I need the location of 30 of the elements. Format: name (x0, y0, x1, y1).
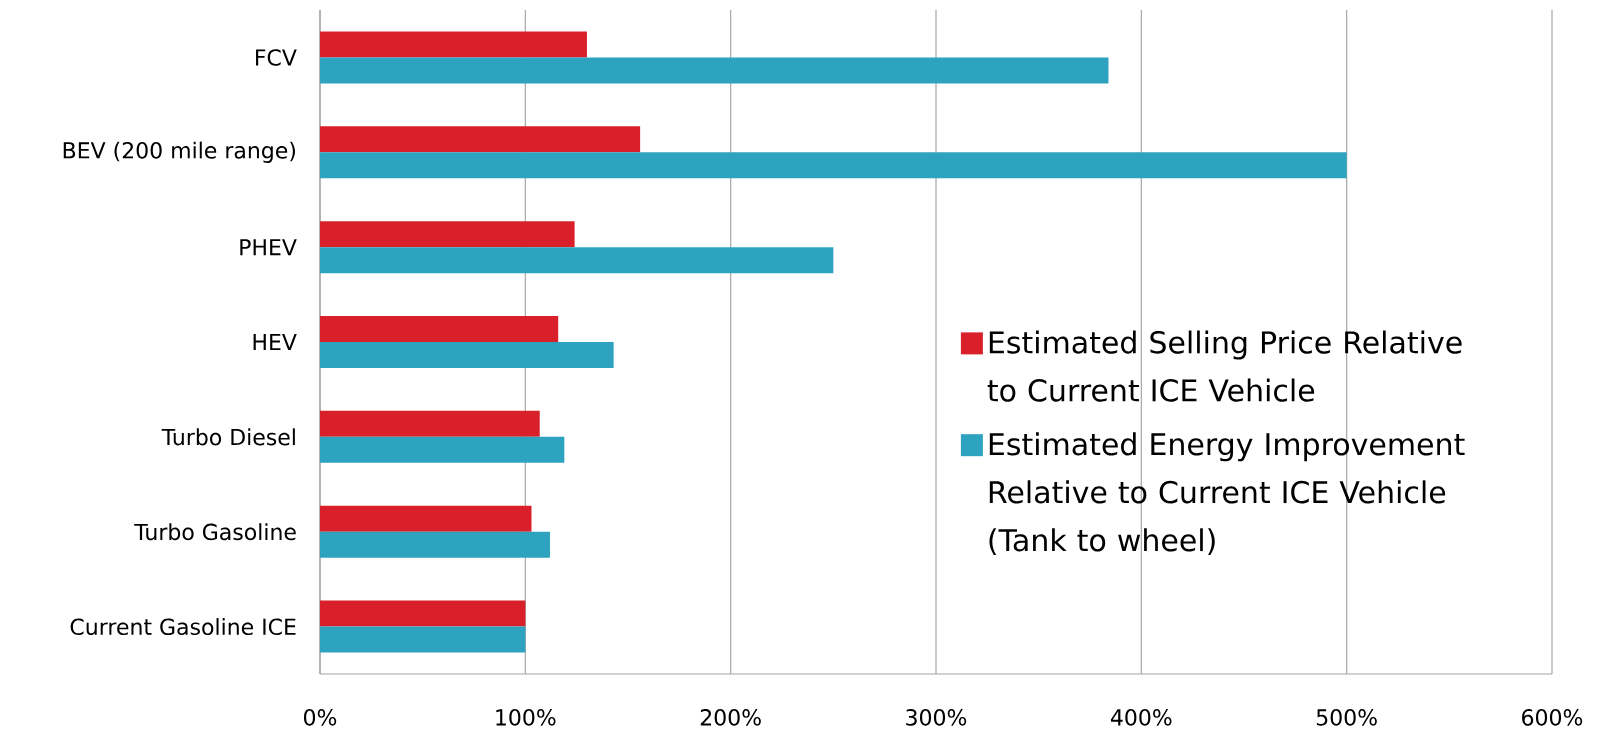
bar (320, 505, 532, 532)
x-tick-label: 100% (496, 709, 556, 726)
bar (320, 342, 614, 369)
bar (320, 57, 1109, 84)
y-tick-label: Current Gasoline ICE (70, 618, 296, 636)
x-tick-label: 300% (906, 709, 967, 726)
bar (320, 126, 641, 153)
bar (320, 531, 550, 558)
legend-label: Estimated Energy Improvement Relative to Current ICE Vehicle (Tank to wheel) (989, 432, 1465, 556)
bar (320, 626, 526, 653)
y-tick-label: PHEV (240, 239, 297, 256)
bar (320, 221, 575, 248)
y-tick-label: Turbo Diesel (161, 428, 295, 446)
x-tick-label: 600% (1522, 709, 1583, 726)
bar (320, 600, 526, 627)
y-tick-label: BEV (200 mile range) (63, 141, 296, 163)
x-tick-label: 0% (304, 709, 337, 726)
y-tick-label: Turbo Gasoline (134, 523, 296, 541)
bar (320, 31, 587, 58)
x-tick-label: 400% (1110, 709, 1172, 726)
y-tick-label: FCV (256, 49, 297, 66)
bar (320, 410, 540, 437)
bar (320, 247, 834, 274)
x-tick-label: 500% (1316, 709, 1377, 726)
bar (320, 436, 565, 463)
y-tick-label: HEV (253, 334, 297, 351)
x-tick-label: 200% (700, 709, 761, 726)
bar (320, 316, 559, 343)
bar (320, 152, 1347, 179)
legend-label: Estimated Selling Price Relative to Current ICE Vehicle (987, 330, 1462, 402)
